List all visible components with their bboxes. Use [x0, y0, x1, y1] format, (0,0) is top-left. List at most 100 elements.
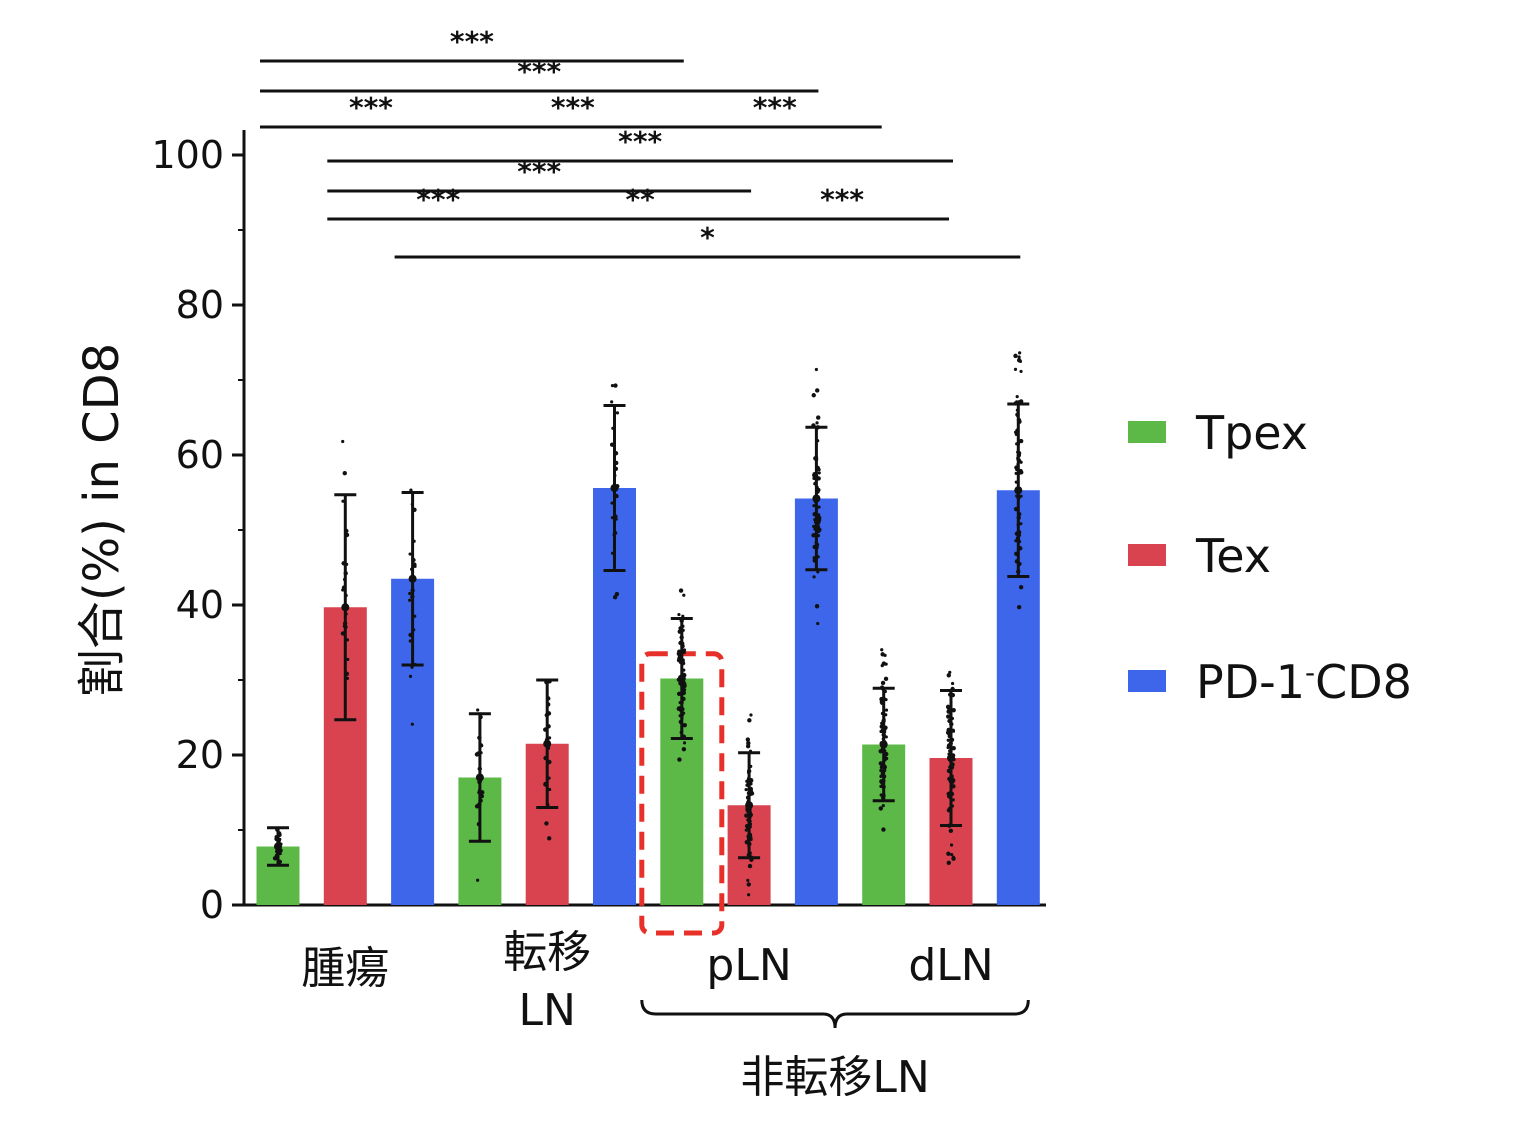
- data-point: [677, 757, 682, 762]
- data-point: [408, 598, 412, 602]
- data-point: [1013, 353, 1018, 359]
- significance-label: ***: [349, 91, 393, 124]
- data-point: [884, 662, 888, 666]
- y-tick-label: 60: [176, 433, 224, 477]
- data-point: [610, 400, 614, 404]
- significance-label: ***: [450, 25, 494, 58]
- data-point: [811, 393, 816, 398]
- data-point: [884, 708, 889, 712]
- axes: 0 20 40 60 80 100 割合(%) in CD8: [74, 130, 1046, 927]
- category-label: LN: [518, 985, 575, 1036]
- legend-swatch: [1128, 670, 1166, 692]
- data-point: [747, 718, 752, 723]
- data-point: [408, 591, 412, 596]
- data-point: [951, 729, 956, 733]
- significance-label: **: [626, 183, 656, 216]
- data-point: [408, 552, 412, 556]
- significance-label: ***: [517, 55, 561, 88]
- data-point: [879, 793, 883, 797]
- data-point: [881, 804, 885, 808]
- legend-swatch: [1128, 544, 1166, 566]
- data-point: [413, 564, 417, 568]
- mean-point: [812, 494, 821, 503]
- data-point: [812, 575, 816, 579]
- data-point: [747, 863, 753, 869]
- mean-point: [947, 754, 955, 762]
- bars: [256, 488, 1040, 936]
- data-point: [946, 714, 951, 719]
- data-point: [948, 828, 954, 834]
- significance-brackets: ********* *** ************ ** ****: [260, 25, 1021, 259]
- y-tick-label: 0: [200, 883, 224, 927]
- data-point: [883, 676, 889, 682]
- legend-label: Tpex: [1195, 406, 1308, 460]
- legend-label: PD-1-CD8: [1196, 655, 1412, 709]
- data-point: [812, 504, 816, 508]
- data-point: [613, 383, 618, 388]
- data-point: [408, 674, 413, 678]
- significance-label: ***: [820, 183, 864, 216]
- data-point: [1018, 359, 1023, 363]
- mean-point: [408, 574, 417, 583]
- legend-swatch: [1128, 421, 1166, 443]
- data-point: [948, 670, 952, 674]
- data-point: [341, 499, 345, 503]
- data-point: [949, 843, 954, 847]
- data-point: [610, 384, 615, 388]
- data-point: [816, 515, 822, 521]
- data-point: [879, 774, 883, 778]
- data-point: [744, 828, 748, 832]
- category-label: dLN: [908, 940, 993, 991]
- significance-label: ***: [753, 91, 797, 124]
- data-point: [677, 612, 681, 617]
- category-label: pLN: [706, 940, 791, 991]
- data-point: [1016, 605, 1022, 610]
- data-point: [744, 787, 748, 792]
- data-point: [884, 735, 888, 739]
- data-point: [615, 411, 620, 415]
- data-point: [746, 878, 750, 882]
- data-point: [816, 415, 821, 420]
- category-label: 腫瘍: [301, 943, 389, 994]
- data-point: [676, 691, 682, 697]
- data-point: [272, 856, 278, 861]
- mean-point: [341, 603, 350, 612]
- group-brace: [640, 999, 1030, 1029]
- data-point: [946, 860, 951, 865]
- y-tick-label: 20: [176, 733, 224, 777]
- legend-label: Tex: [1195, 529, 1271, 583]
- mean-point: [543, 739, 552, 748]
- data-point: [946, 738, 950, 742]
- y-tick-label: 40: [176, 583, 224, 627]
- data-point: [749, 713, 753, 717]
- data-point: [341, 439, 345, 444]
- data-point: [951, 681, 955, 686]
- data-point: [881, 827, 886, 832]
- data-point: [814, 367, 818, 372]
- mean-point: [475, 773, 484, 782]
- data-point: [878, 806, 883, 811]
- group-brace-label: 非転移LN: [740, 1052, 929, 1103]
- data-point: [815, 421, 819, 425]
- data-point: [1013, 367, 1018, 371]
- mean-point: [1014, 486, 1023, 495]
- data-point: [682, 722, 687, 728]
- data-point: [746, 882, 751, 887]
- data-point: [677, 651, 682, 655]
- data-point: [1018, 438, 1024, 444]
- error-bars: [267, 402, 1030, 867]
- data-point: [745, 743, 751, 749]
- data-point: [682, 741, 687, 745]
- significance-label: ***: [618, 125, 662, 158]
- data-point: [547, 736, 552, 740]
- data-point: [879, 768, 883, 773]
- data-point: [1019, 369, 1023, 374]
- significance-label: *: [700, 221, 715, 254]
- data-point: [945, 704, 951, 710]
- data-point: [1015, 395, 1019, 399]
- y-tick-label: 80: [176, 283, 224, 327]
- category-label: 転移: [503, 927, 591, 978]
- data-point: [681, 614, 685, 618]
- significance-label: ***: [517, 155, 561, 188]
- data-point: [681, 746, 687, 752]
